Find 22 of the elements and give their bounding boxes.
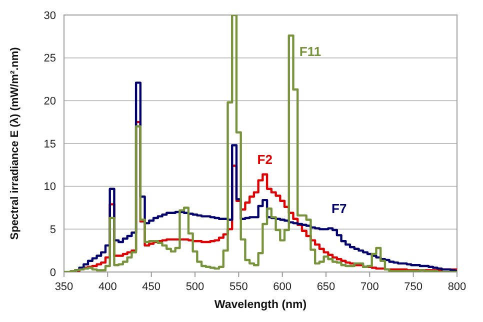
x-tick-label: 450: [142, 281, 161, 293]
y-tick-label: 15: [44, 138, 56, 150]
x-tick-label: 400: [98, 281, 117, 293]
y-tick-label: 25: [44, 52, 56, 65]
y-tick-label: 20: [44, 96, 56, 108]
x-tick-label: 650: [316, 281, 336, 293]
series-label: F11: [299, 44, 322, 60]
y-tick-label: 30: [44, 10, 56, 22]
x-tick-label: 350: [54, 281, 74, 293]
x-tick-label: 700: [360, 281, 379, 293]
x-tick-label: 550: [229, 281, 248, 293]
y-axis-title: Spectral irradiance E (λ) (mW/m².nm): [9, 46, 21, 240]
x-tick-label: 500: [186, 281, 204, 293]
series-label: F2: [257, 152, 272, 168]
y-tick-label: 10: [44, 181, 56, 194]
x-tick-label: 600: [273, 281, 292, 293]
series-label: F7: [332, 200, 347, 216]
y-tick-label: 5: [50, 224, 56, 236]
x-tick-label: 800: [448, 281, 466, 293]
x-tick-label: 750: [404, 281, 423, 293]
x-axis-title: Wavelength (nm): [214, 299, 307, 311]
y-tick-label: 0: [50, 266, 56, 279]
